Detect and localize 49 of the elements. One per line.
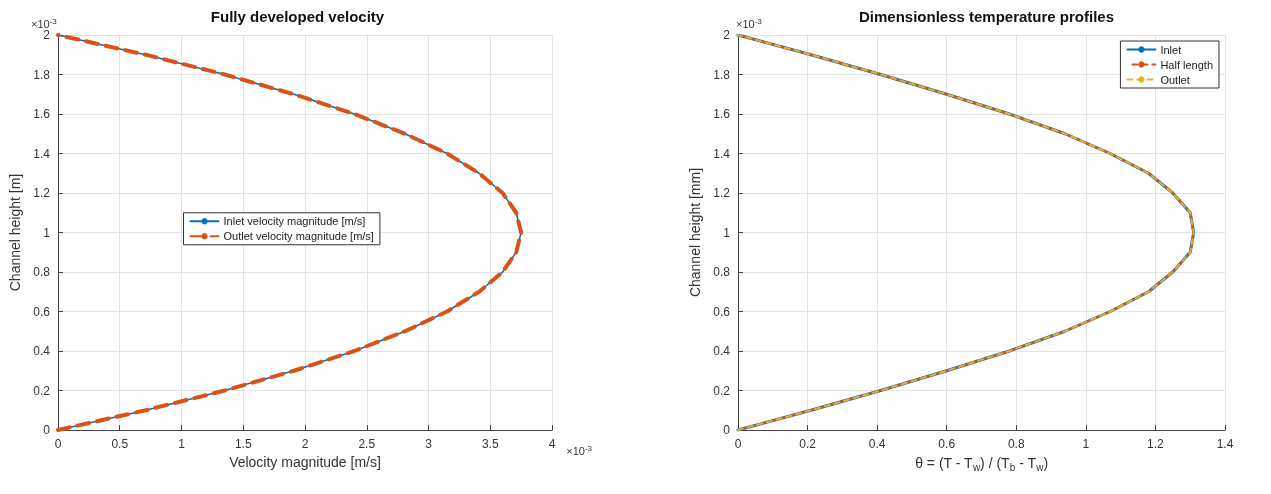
x-tick-label: 2.5 <box>358 437 376 451</box>
y-axis-title: Channel height [mm] <box>687 167 703 298</box>
y-tick-label: 1 <box>43 225 51 240</box>
y-tick-label: 0 <box>723 423 731 437</box>
x-tick-label: 1.4 <box>1216 437 1234 451</box>
y-tick-label: 0.8 <box>713 265 731 279</box>
y-tick-label: 1.6 <box>713 107 731 121</box>
x-tick-label: 3.5 <box>481 437 499 451</box>
legend-label: Outlet velocity magnitude [m/s] <box>223 230 374 243</box>
y-tick-label: 0.6 <box>33 304 51 319</box>
x-axis-title: Velocity magnitude [m/s] <box>229 453 381 470</box>
chart-title: Dimensionless temperature profiles <box>858 8 1115 25</box>
x-tick-label: 1.2 <box>1147 437 1165 451</box>
x-tick-label: 0 <box>54 437 62 451</box>
legend-label: Inlet <box>1160 43 1182 56</box>
y-tick-label: 0 <box>43 423 51 437</box>
y-tick-label: 1.6 <box>33 107 51 121</box>
x-tick-label: 0 <box>734 437 742 451</box>
y-tick-label: 0.2 <box>33 383 51 398</box>
y-tick-label: 1 <box>723 225 731 240</box>
x-tick-label: 0.2 <box>799 437 817 451</box>
x-tick-label: 0.8 <box>1007 437 1025 451</box>
x-tick-label: 1 <box>178 437 186 451</box>
y-tick-label: 1.2 <box>713 186 731 200</box>
y-axis-title: Channel height [m] <box>7 173 23 292</box>
legend-label: Half length <box>1160 58 1214 71</box>
x-tick-label: 0.6 <box>938 437 956 451</box>
y-tick-label: 0.2 <box>713 383 731 398</box>
legend-label: Outlet <box>1160 73 1190 86</box>
y-tick-label: 0.4 <box>713 344 731 358</box>
chart-title: Fully developed velocity <box>210 8 385 25</box>
x-tick-label: 1.5 <box>234 437 252 451</box>
y-tick-label: 0.8 <box>33 265 51 279</box>
y-tick-label: 1.8 <box>713 67 731 82</box>
x-tick-label: 2 <box>301 437 309 451</box>
y-tick-label: 1.4 <box>713 146 731 161</box>
legend-label: Inlet velocity magnitude [m/s] <box>223 215 366 228</box>
y-tick-label: 2 <box>723 28 731 42</box>
y-tick-label: 1.4 <box>33 146 51 161</box>
y-tick-label: 1.2 <box>33 186 51 200</box>
y-tick-label: 0.6 <box>713 304 731 319</box>
y-tick-label: 0.4 <box>33 344 51 358</box>
x-tick-label: 4 <box>548 437 556 451</box>
y-tick-label: 2 <box>43 28 51 42</box>
x-tick-label: 0.4 <box>868 437 886 451</box>
x-tick-label: 0.5 <box>111 437 129 451</box>
y-tick-label: 1.8 <box>33 67 51 82</box>
x-tick-label: 1 <box>1082 437 1090 451</box>
x-tick-label: 3 <box>425 437 433 451</box>
